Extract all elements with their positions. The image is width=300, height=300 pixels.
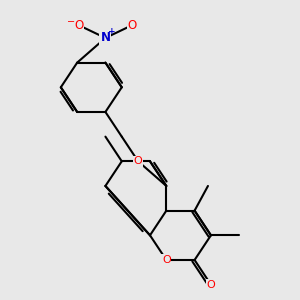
Text: O: O [128,19,137,32]
Text: O: O [74,19,83,32]
Text: +: + [108,27,116,36]
Text: O: O [207,280,215,290]
Text: O: O [134,156,142,166]
Text: −: − [67,17,75,27]
Text: N: N [100,32,110,44]
Text: O: O [162,255,171,265]
